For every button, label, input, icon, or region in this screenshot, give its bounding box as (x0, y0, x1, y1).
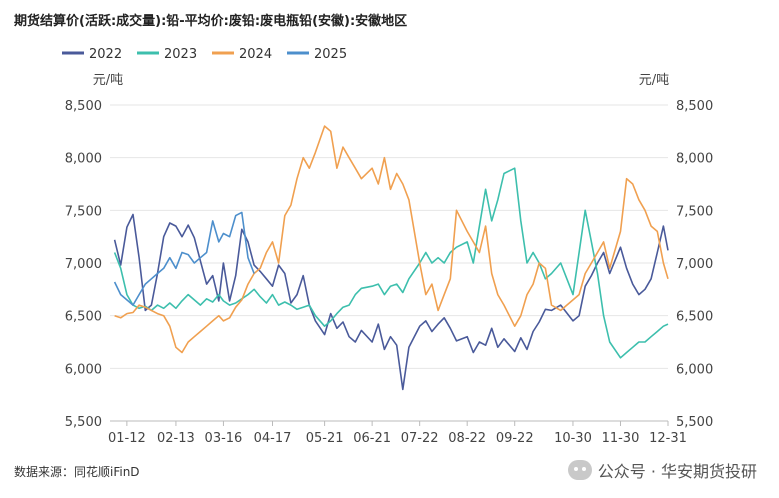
legend-label-2023: 2023 (164, 47, 197, 62)
y-tick-label-right: 8,500 (676, 99, 713, 114)
chart-title: 期货结算价(活跃:成交量):铅-平均价:废铅:废电瓶铅(安徽):安徽地区 (14, 14, 408, 29)
x-tick-label: 03-16 (205, 431, 243, 446)
x-tick-label: 11-30 (602, 431, 640, 446)
x-tick-label: 08-22 (448, 431, 486, 446)
x-tick-label: 01-12 (108, 431, 146, 446)
legend-label-2022: 2022 (89, 47, 122, 62)
y-tick-label-right: 7,500 (676, 204, 713, 219)
legend-label-2025: 2025 (314, 47, 347, 62)
x-tick-label: 04-17 (254, 431, 292, 446)
brand-text: 公众号 · 华安期货投研 (597, 462, 757, 481)
x-tick-label: 12-31 (649, 431, 687, 446)
y-tick-label-right: 8,000 (676, 152, 713, 167)
y-tick-label-left: 7,000 (65, 257, 102, 272)
series-line-2023 (113, 167, 669, 359)
series-line-2022 (113, 213, 669, 391)
legend-label-2024: 2024 (239, 47, 272, 62)
x-tick-label: 07-22 (401, 431, 439, 446)
y-tick-label-right: 7,000 (676, 257, 713, 272)
y-tick-label-left: 5,500 (65, 415, 102, 430)
y-unit-left: 元/吨 (93, 73, 123, 88)
y-tick-label-left: 6,500 (65, 310, 102, 325)
y-tick-label-right: 5,500 (676, 415, 713, 430)
y-unit-right: 元/吨 (639, 73, 669, 88)
x-tick-label: 09-22 (496, 431, 534, 446)
wechat-icon (567, 460, 592, 480)
x-tick-label: 10-30 (554, 431, 592, 446)
data-source: 数据来源：同花顺iFinD (14, 465, 140, 479)
x-tick-label: 02-13 (157, 431, 195, 446)
x-tick-label: 06-21 (353, 431, 391, 446)
y-tick-label-left: 6,000 (65, 362, 102, 377)
brand-watermark: 公众号 · 华安期货投研 (567, 458, 757, 482)
series-line-2024 (114, 125, 669, 354)
y-tick-label-left: 7,500 (65, 204, 102, 219)
y-tick-label-left: 8,500 (65, 99, 102, 114)
x-tick-label: 05-21 (306, 431, 344, 446)
y-tick-label-right: 6,000 (676, 362, 713, 377)
y-tick-label-left: 8,000 (65, 152, 102, 167)
series-line-2025 (113, 211, 255, 306)
y-tick-label-right: 6,500 (676, 310, 713, 325)
